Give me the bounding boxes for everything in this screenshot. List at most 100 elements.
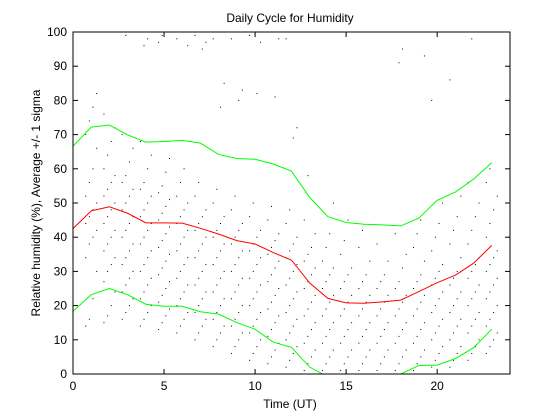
scatter-point xyxy=(179,243,181,245)
scatter-point xyxy=(365,274,367,276)
scatter-point xyxy=(183,236,185,238)
scatter-point xyxy=(314,267,316,269)
scatter-point xyxy=(289,250,291,252)
scatter-point xyxy=(496,305,498,307)
scatter-point xyxy=(85,195,87,197)
y-tick-label: 60 xyxy=(54,162,68,176)
scatter-point xyxy=(453,229,455,231)
scatter-point xyxy=(270,301,272,303)
scatter-point xyxy=(147,311,149,313)
scatter-point xyxy=(398,335,400,337)
scatter-point xyxy=(249,332,251,334)
scatter-point xyxy=(205,209,207,211)
scatter-point xyxy=(303,342,305,344)
plot-area xyxy=(73,32,510,374)
scatter-point xyxy=(187,202,189,204)
scatter-point xyxy=(128,250,130,252)
scatter-point xyxy=(249,359,251,361)
scatter-point xyxy=(219,250,221,252)
scatter-point xyxy=(274,267,276,269)
scatter-point xyxy=(212,346,214,348)
scatter-point xyxy=(292,325,294,327)
scatter-point xyxy=(438,270,440,272)
x-tick-label: 0 xyxy=(70,379,77,393)
scatter-point xyxy=(165,260,167,262)
scatter-point xyxy=(449,311,451,313)
scatter-point xyxy=(493,209,495,211)
scatter-point xyxy=(158,246,160,248)
scatter-point xyxy=(176,38,178,40)
scatter-point xyxy=(212,264,214,266)
scatter-point xyxy=(187,284,189,286)
scatter-point xyxy=(114,229,116,231)
scatter-point xyxy=(431,250,433,252)
scatter-point xyxy=(260,229,262,231)
scatter-point xyxy=(128,277,130,279)
scatter-point xyxy=(383,274,385,276)
scatter-point xyxy=(343,335,345,337)
scatter-point xyxy=(471,298,473,300)
scatter-point xyxy=(438,298,440,300)
scatter-point xyxy=(194,284,196,286)
scatter-point xyxy=(92,209,94,211)
scatter-point xyxy=(489,318,491,320)
scatter-point xyxy=(201,216,203,218)
scatter-point xyxy=(132,298,134,300)
scatter-point xyxy=(110,236,112,238)
scatter-point xyxy=(249,250,251,252)
scatter-point xyxy=(241,305,243,307)
scatter-point xyxy=(376,342,378,344)
scatter-point xyxy=(256,291,258,293)
scatter-point xyxy=(267,335,269,337)
scatter-point xyxy=(325,246,327,248)
scatter-point xyxy=(187,45,189,47)
scatter-point xyxy=(278,315,280,317)
scatter-point xyxy=(110,209,112,211)
scatter-point xyxy=(216,188,218,190)
scatter-point xyxy=(493,284,495,286)
y-tick-label: 40 xyxy=(54,230,68,244)
scatter-point xyxy=(369,294,371,296)
scatter-point xyxy=(423,294,425,296)
scatter-point xyxy=(169,308,170,310)
scatter-point xyxy=(362,281,364,283)
scatter-point xyxy=(303,288,305,289)
scatter-point xyxy=(183,264,185,266)
scatter-point xyxy=(223,243,225,245)
scatter-point xyxy=(270,329,272,331)
x-tick-label: 10 xyxy=(248,379,262,393)
scatter-point xyxy=(150,305,152,307)
scatter-point xyxy=(103,250,105,252)
scatter-point xyxy=(238,229,240,231)
scatter-point xyxy=(205,41,207,43)
scatter-point xyxy=(147,229,149,231)
scatter-point xyxy=(158,192,160,194)
scatter-point xyxy=(496,250,498,252)
scatter-point xyxy=(179,216,181,218)
scatter-point xyxy=(150,250,152,252)
scatter-point xyxy=(420,219,422,221)
scatter-point xyxy=(296,264,298,266)
scatter-point xyxy=(216,229,218,231)
scatter-point xyxy=(179,270,181,272)
scatter-point xyxy=(125,257,127,259)
scatter-point xyxy=(303,370,305,372)
scatter-point xyxy=(442,202,444,204)
scatter-point xyxy=(194,339,196,341)
scatter-point xyxy=(165,315,167,317)
scatter-point xyxy=(143,318,145,320)
scatter-point xyxy=(289,305,291,307)
scatter-point xyxy=(289,277,291,279)
scatter-point xyxy=(478,284,480,286)
scatter-point xyxy=(158,41,160,43)
scatter-point xyxy=(107,154,109,156)
scatter-point xyxy=(358,342,360,344)
scatter-point xyxy=(474,291,476,293)
scatter-point xyxy=(234,318,236,320)
scatter-point xyxy=(321,370,323,372)
scatter-point xyxy=(321,342,323,344)
scatter-point xyxy=(438,325,440,327)
scatter-point xyxy=(471,229,473,231)
scatter-point xyxy=(85,134,87,136)
scatter-point xyxy=(150,277,152,279)
